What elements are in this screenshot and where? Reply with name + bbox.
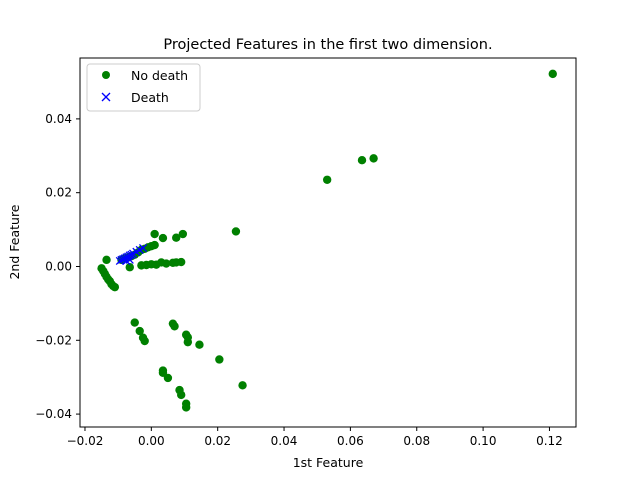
x-tick-label: 0.08 xyxy=(403,434,430,448)
point-no-death xyxy=(163,373,173,383)
point-death xyxy=(138,243,148,253)
plot-area xyxy=(79,57,577,428)
x-tick-label: 0.10 xyxy=(470,434,497,448)
point-no-death xyxy=(178,229,188,239)
data-points xyxy=(97,69,557,412)
x-tick-label: 0.12 xyxy=(536,434,563,448)
y-axis-label: 2nd Feature xyxy=(7,204,22,279)
point-no-death xyxy=(181,403,191,412)
point-no-death xyxy=(195,340,204,349)
legend-label-death: Death xyxy=(131,90,169,105)
axes-frame xyxy=(79,57,577,428)
point-no-death xyxy=(125,263,134,272)
x-axis-label: 1st Feature xyxy=(293,455,364,470)
legend-label-no-death: No death xyxy=(131,68,188,83)
x-axis-ticks: −0.02 0.00 0.02 0.04 0.06 0.08 0.10 0.12 xyxy=(67,427,563,448)
point-no-death xyxy=(130,318,139,327)
y-tick-label: 0.02 xyxy=(45,186,72,200)
legend-box xyxy=(86,63,201,112)
point-no-death xyxy=(548,69,557,79)
point-no-death xyxy=(158,368,168,377)
y-tick-label: 0.04 xyxy=(45,112,72,126)
point-death xyxy=(125,255,134,264)
point-no-death xyxy=(168,258,178,267)
point-no-death xyxy=(137,261,146,270)
legend-marker-no-death xyxy=(102,71,110,79)
x-tick-label: 0.00 xyxy=(138,434,165,448)
point-no-death xyxy=(172,233,181,242)
x-tick-label: 0.04 xyxy=(271,434,298,448)
y-tick-label: 0.00 xyxy=(45,259,72,273)
point-no-death xyxy=(140,336,149,346)
point-no-death xyxy=(183,337,193,347)
point-no-death xyxy=(102,255,111,265)
point-no-death xyxy=(357,156,367,165)
point-no-death xyxy=(150,229,159,239)
point-no-death xyxy=(231,227,241,236)
chart-title: Projected Features in the first two dime… xyxy=(163,37,492,53)
y-axis-ticks: −0.04 −0.02 0.00 0.02 0.04 xyxy=(35,112,80,421)
point-no-death xyxy=(158,233,168,243)
point-no-death xyxy=(369,154,378,163)
legend-marker-death xyxy=(101,92,111,102)
x-tick-label: −0.02 xyxy=(67,434,104,448)
point-no-death xyxy=(135,326,144,336)
x-tick-label: 0.02 xyxy=(204,434,231,448)
point-no-death xyxy=(176,390,186,400)
point-no-death xyxy=(170,322,179,331)
point-no-death xyxy=(238,381,247,390)
y-tick-label: −0.04 xyxy=(35,407,72,421)
point-no-death xyxy=(215,355,224,364)
legend: No death Death xyxy=(86,63,201,112)
y-tick-label: −0.02 xyxy=(35,333,72,347)
point-no-death xyxy=(322,175,332,184)
point-no-death xyxy=(110,282,120,292)
x-tick-label: 0.06 xyxy=(337,434,364,448)
